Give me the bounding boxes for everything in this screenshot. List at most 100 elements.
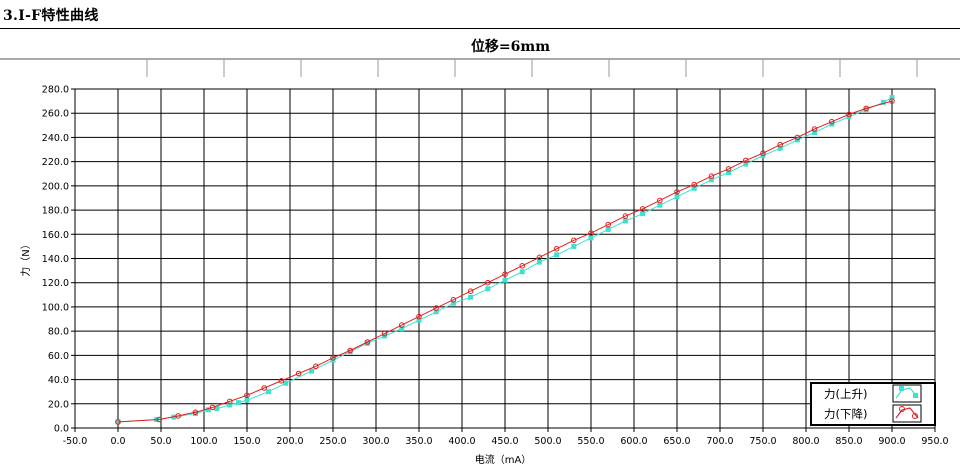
data-point	[502, 271, 508, 278]
data-point	[283, 380, 289, 386]
legend-marker-rise-2	[913, 393, 918, 398]
data-point	[812, 130, 818, 136]
data-point	[468, 294, 474, 300]
data-point	[605, 226, 611, 232]
series-line	[117, 97, 893, 423]
data-point	[433, 309, 439, 315]
data-point	[760, 150, 766, 156]
data-point	[674, 194, 680, 200]
data-point	[691, 181, 698, 188]
data-point	[227, 402, 233, 408]
data-point	[889, 95, 895, 100]
x-tick-label: 400.0	[448, 436, 475, 447]
data-point	[571, 237, 577, 244]
data-point	[605, 221, 612, 228]
data-point	[743, 161, 749, 167]
data-point	[261, 385, 268, 391]
y-tick-label: 40.0	[48, 375, 69, 386]
data-point	[536, 254, 543, 261]
data-point	[244, 397, 250, 403]
y-tick-label: 100.0	[42, 302, 69, 313]
data-point	[708, 177, 714, 183]
legend-marker-fall	[899, 406, 905, 412]
x-tick-label: 800.0	[792, 436, 819, 447]
x-tick-label: 750.0	[749, 436, 776, 447]
y-tick-label: 200.0	[42, 181, 69, 192]
data-point	[313, 363, 319, 370]
data-point	[554, 252, 560, 258]
data-point	[811, 126, 818, 132]
ruler-ticks	[146, 59, 918, 77]
y-tick-label: 80.0	[48, 327, 69, 338]
data-point	[416, 317, 422, 323]
x-tick-label: 350.0	[405, 436, 432, 447]
data-point	[309, 368, 314, 374]
y-axis-label: 力（N）	[19, 239, 32, 276]
data-point	[622, 213, 629, 219]
data-point	[450, 296, 457, 303]
data-point	[708, 173, 715, 179]
data-point	[519, 269, 525, 275]
data-point	[674, 189, 680, 195]
legend-label-rise: 力(上升)	[824, 387, 867, 401]
data-point	[266, 389, 271, 395]
legend-label-fall: 力(下降)	[824, 407, 867, 421]
title-rule	[0, 28, 960, 29]
x-axis-label: 电流（mA）	[475, 453, 532, 466]
data-point	[536, 259, 542, 265]
x-tick-label: 50.0	[150, 436, 171, 447]
y-tick-label: 280.0	[42, 85, 69, 96]
data-point	[416, 313, 422, 320]
data-point	[205, 407, 211, 413]
data-point	[175, 413, 181, 419]
x-tick-label: 200.0	[276, 436, 303, 447]
data-point	[553, 246, 560, 252]
data-point	[433, 305, 440, 311]
x-tick-label: 300.0	[362, 436, 389, 447]
data-point	[192, 411, 198, 416]
data-point	[777, 141, 784, 148]
x-tick-label: 950.0	[921, 436, 948, 447]
data-point	[244, 392, 250, 399]
legend-marker-rise	[899, 386, 904, 391]
x-tick-label: 150.0	[233, 436, 260, 447]
x-tick-label: 900.0	[878, 436, 905, 447]
x-tick-label: 550.0	[577, 436, 604, 447]
data-point	[381, 330, 388, 337]
x-tick-label: 700.0	[706, 436, 733, 447]
legend-marker-fall-2	[912, 413, 918, 419]
y-tick-label: 20.0	[48, 399, 69, 410]
data-point	[657, 202, 663, 208]
y-tick-label: 260.0	[42, 109, 69, 120]
legend: 力(上升) 力(下降)	[810, 382, 936, 426]
data-point	[726, 170, 732, 175]
data-point	[691, 185, 697, 191]
data-point	[214, 406, 220, 412]
legend-line-fall	[895, 407, 919, 419]
data-point	[829, 118, 835, 125]
x-tick-label: 500.0	[534, 436, 561, 447]
grid	[74, 88, 936, 429]
data-point	[347, 349, 353, 355]
x-tick-label: 850.0	[835, 436, 862, 447]
data-point	[235, 400, 241, 406]
x-tick-label: 600.0	[620, 436, 647, 447]
x-tick-label: 250.0	[319, 436, 346, 447]
x-tick-label: 450.0	[491, 436, 518, 447]
data-point	[115, 419, 121, 425]
data-point	[330, 355, 336, 361]
data-point	[519, 263, 526, 269]
series-layer	[115, 95, 895, 425]
y-tick-label: 160.0	[42, 230, 69, 241]
y-tick-label: 0.0	[54, 424, 69, 435]
x-tick-label: 650.0	[663, 436, 690, 447]
data-point	[863, 105, 870, 112]
y-tick-label: 180.0	[42, 206, 69, 217]
legend-swatch-fall	[892, 404, 922, 423]
data-point	[364, 340, 370, 346]
chart-title: 位移=6mm	[470, 39, 551, 55]
series-line	[117, 100, 893, 423]
data-point	[588, 230, 594, 236]
data-point	[295, 370, 302, 377]
